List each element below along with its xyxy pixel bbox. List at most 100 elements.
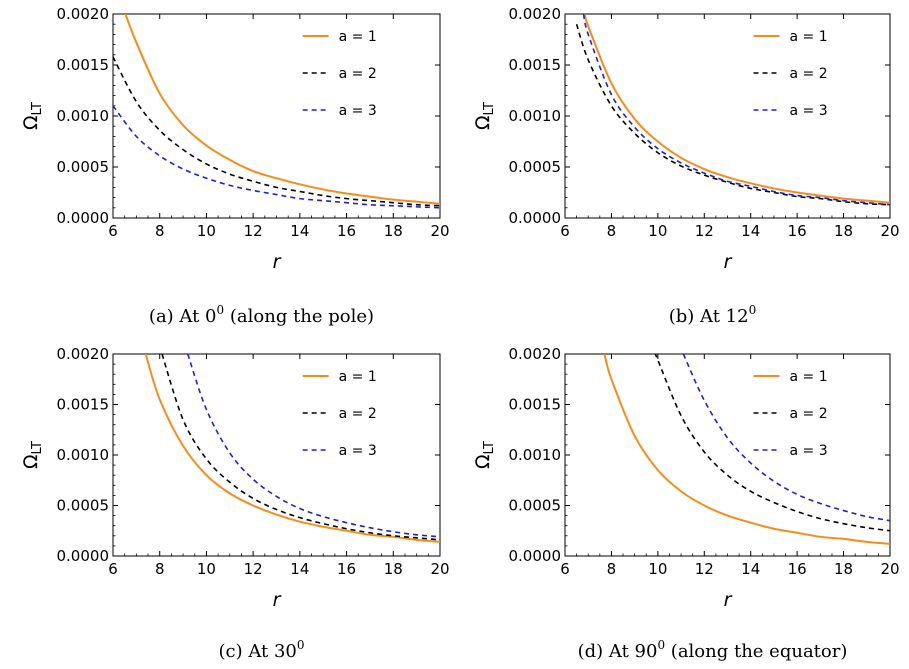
- y-tick-label: 0.0010: [57, 446, 110, 464]
- series-line-a3: [186, 354, 440, 538]
- legend: a = 1 a = 2 a = 3: [302, 29, 377, 119]
- x-tick-label: 6: [560, 222, 570, 240]
- y-tick-label: 0.0015: [57, 56, 110, 74]
- x-tick-label: 14: [741, 560, 760, 578]
- legend-label-a1: a = 1: [339, 29, 377, 45]
- x-tick-label: 10: [648, 222, 667, 240]
- caption-tail: (along the pole): [224, 306, 374, 327]
- y-tick-label: 0.0020: [509, 345, 562, 363]
- subfigure-caption: (a) At 00 (along the pole): [149, 303, 374, 327]
- y-tick-label: 0.0005: [57, 497, 110, 515]
- x-tick-label: 20: [430, 560, 449, 578]
- x-tick-label: 8: [155, 560, 165, 578]
- y-axis-title-sub: LT: [482, 441, 497, 454]
- legend-label-a1: a = 1: [790, 29, 828, 45]
- series-line-a2: [113, 56, 440, 207]
- caption-main: (a) At 0: [149, 306, 217, 327]
- x-tick-label: 18: [384, 222, 403, 240]
- legend: a = 1 a = 2 a = 3: [753, 29, 828, 119]
- y-tick-label: 0.0010: [57, 107, 110, 125]
- series-line-a1: [583, 14, 890, 204]
- y-axis-title-main: Ω: [472, 454, 494, 469]
- chart-panel-c: 6 8 10 12 14 16 18 20 0.0000 0.0005 0.0010 0.0015 0.…: [20, 345, 450, 662]
- x-tick-label: 18: [834, 222, 853, 240]
- y-axis-title-main: Ω: [20, 115, 42, 130]
- x-tick-label: 20: [880, 560, 899, 578]
- y-tick-label: 0.0000: [57, 547, 110, 565]
- x-tick-label: 14: [741, 222, 760, 240]
- caption-main: (d) At 90: [578, 641, 658, 662]
- legend: a = 1 a = 2 a = 3: [302, 369, 377, 459]
- caption-main: (c) At 30: [218, 641, 296, 662]
- y-axis-title-sub: LT: [482, 102, 497, 115]
- x-tick-label: 20: [430, 222, 449, 240]
- y-tick-label: 0.0015: [509, 396, 562, 414]
- caption-main: (b) At 12: [669, 306, 749, 327]
- x-tick-label: 14: [290, 560, 309, 578]
- y-tick-label: 0.0000: [57, 209, 110, 227]
- x-tick-label: 18: [384, 560, 403, 578]
- caption-tail: (along the equator): [665, 641, 847, 662]
- x-tick-label: 6: [108, 560, 118, 578]
- x-tick-label: 12: [695, 560, 714, 578]
- x-tick-label: 20: [880, 222, 899, 240]
- x-tick-label: 8: [155, 222, 165, 240]
- y-tick-label: 0.0005: [509, 497, 562, 515]
- x-tick-label: 16: [337, 222, 356, 240]
- series-line-a1: [603, 354, 890, 545]
- x-tick-label: 10: [197, 560, 216, 578]
- y-axis-title: ΩLT: [472, 102, 497, 130]
- y-tick-label: 0.0015: [57, 396, 110, 414]
- legend-label-a3: a = 3: [339, 443, 377, 459]
- x-tick-label: 18: [834, 560, 853, 578]
- y-tick-label: 0.0020: [57, 345, 110, 363]
- series-line-a1: [144, 354, 440, 543]
- chart-panel-b: 6 8 10 12 14 16 18 20 0.0000 0.0005 0.0010 0.0015 0.…: [472, 5, 900, 327]
- x-tick-label: 16: [337, 560, 356, 578]
- y-tick-label: 0.0020: [57, 5, 110, 23]
- legend-label-a3: a = 3: [790, 103, 828, 119]
- series-group: [144, 354, 440, 543]
- series-group: [603, 354, 890, 545]
- plot-frame: [564, 13, 891, 219]
- x-tick-label: 12: [244, 222, 263, 240]
- series-group: [113, 14, 440, 209]
- legend-label-a3: a = 3: [339, 103, 377, 119]
- y-tick-label: 0.0015: [509, 56, 562, 74]
- x-tick-label: 10: [197, 222, 216, 240]
- y-axis-title-sub: LT: [30, 441, 45, 454]
- series-line-a3: [113, 105, 440, 209]
- series-line-a1: [124, 14, 440, 205]
- x-tick-label: 6: [560, 560, 570, 578]
- legend: a = 1 a = 2 a = 3: [753, 369, 828, 459]
- x-tick-label: 12: [244, 560, 263, 578]
- y-axis-title-main: Ω: [472, 115, 494, 130]
- y-tick-label: 0.0000: [509, 547, 562, 565]
- x-tick-label: 6: [108, 222, 118, 240]
- legend-label-a2: a = 2: [790, 406, 828, 422]
- y-axis-title: ΩLT: [20, 441, 45, 469]
- series-line-a2: [161, 354, 440, 541]
- legend-label-a2: a = 2: [339, 406, 377, 422]
- subfigure-caption: (d) At 900 (along the equator): [578, 638, 848, 662]
- x-axis-title: r: [273, 251, 282, 273]
- subfigure-caption: (c) At 300: [218, 638, 304, 662]
- x-axis-title: r: [724, 589, 733, 611]
- x-tick-label: 14: [290, 222, 309, 240]
- x-axis-title: r: [724, 251, 733, 273]
- x-axis-title: r: [273, 589, 282, 611]
- y-tick-label: 0.0010: [509, 107, 562, 125]
- series-line-a3: [582, 14, 890, 206]
- y-tick-label: 0.0020: [509, 5, 562, 23]
- subfigure-caption: (b) At 120: [669, 303, 756, 327]
- y-tick-label: 0.0010: [509, 446, 562, 464]
- y-tick-label: 0.0005: [57, 158, 110, 176]
- caption-superscript: 0: [749, 303, 757, 317]
- legend-label-a1: a = 1: [339, 369, 377, 385]
- plot-frame: [112, 353, 441, 557]
- series-line-a3: [682, 354, 890, 522]
- chart-panel-a: 6 8 10 12 14 16 18 20 0.0000 0.0005 0.0010 0.0015 0.…: [20, 5, 450, 327]
- chart-panel-d: 6 8 10 12 14 16 18 20 0.0000 0.0005 0.0010 0.0015 0.…: [472, 345, 900, 662]
- x-tick-label: 10: [648, 560, 667, 578]
